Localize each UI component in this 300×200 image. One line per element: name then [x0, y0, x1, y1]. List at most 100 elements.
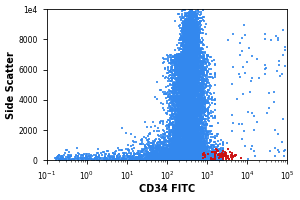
Point [213, 151, 218, 154]
Point [172, 81, 177, 85]
Point [195, 156, 200, 159]
Point [202, 92, 206, 95]
Point [191, 40, 196, 43]
Point [182, 126, 186, 129]
Point [173, 149, 178, 152]
Point [190, 155, 194, 158]
Point [196, 144, 201, 147]
Point [192, 131, 197, 134]
Point [162, 148, 167, 151]
Point [189, 146, 194, 149]
Point [196, 38, 201, 42]
Point [178, 18, 183, 21]
Point [184, 102, 189, 105]
Point [178, 61, 183, 65]
Point [172, 115, 176, 118]
Point [179, 151, 184, 154]
Point [164, 151, 169, 154]
Point [189, 40, 194, 43]
Point [195, 120, 200, 123]
Point [190, 114, 195, 117]
Point [207, 158, 212, 162]
Point [187, 98, 192, 101]
Point [186, 108, 190, 111]
Point [150, 142, 155, 146]
Point [163, 90, 167, 93]
Point [156, 144, 161, 148]
Point [83, 158, 88, 161]
Point [187, 46, 192, 49]
Point [140, 158, 144, 161]
Point [191, 69, 196, 72]
Point [187, 128, 191, 131]
Point [183, 105, 188, 108]
Point [194, 119, 199, 122]
Point [188, 146, 193, 149]
Point [164, 155, 168, 158]
Point [183, 112, 188, 115]
Point [177, 144, 182, 148]
Point [198, 143, 203, 147]
Point [202, 150, 207, 153]
Point [192, 117, 197, 120]
Point [164, 155, 169, 158]
Point [189, 121, 194, 124]
Point [190, 30, 195, 33]
Point [177, 145, 182, 149]
Point [189, 100, 194, 103]
Point [187, 148, 191, 152]
Point [200, 32, 205, 35]
Point [190, 135, 195, 138]
Point [181, 153, 186, 157]
Point [194, 35, 199, 39]
Point [178, 87, 183, 90]
Point [188, 24, 193, 27]
Point [174, 154, 179, 157]
Point [177, 147, 182, 151]
Point [185, 31, 190, 34]
Point [187, 114, 192, 118]
Point [176, 144, 181, 147]
Point [180, 87, 185, 90]
Point [175, 130, 179, 133]
Point [195, 87, 200, 90]
Point [194, 62, 199, 66]
Point [176, 127, 181, 130]
Point [182, 24, 187, 27]
Point [136, 155, 141, 158]
Point [194, 157, 199, 160]
Point [182, 109, 187, 112]
Point [186, 119, 190, 123]
Point [189, 142, 194, 145]
Point [197, 102, 202, 105]
Point [198, 98, 203, 101]
Point [205, 149, 209, 152]
Point [197, 109, 202, 113]
Point [176, 61, 180, 64]
Point [191, 69, 196, 72]
Point [188, 118, 193, 121]
Point [177, 158, 182, 162]
Point [188, 50, 193, 53]
Point [230, 157, 235, 160]
Point [188, 14, 193, 17]
Point [81, 158, 86, 161]
Point [194, 68, 199, 71]
Point [154, 157, 159, 160]
Point [73, 154, 78, 157]
Point [195, 139, 200, 142]
Point [204, 79, 209, 82]
Point [183, 45, 188, 48]
Point [182, 66, 187, 69]
Point [171, 139, 176, 143]
Point [192, 134, 197, 137]
Point [191, 137, 196, 140]
Point [194, 112, 198, 116]
Point [186, 104, 191, 107]
Point [181, 44, 185, 47]
Point [189, 87, 194, 91]
Point [185, 98, 190, 101]
Point [153, 156, 158, 159]
Point [185, 136, 190, 140]
Point [192, 50, 197, 53]
